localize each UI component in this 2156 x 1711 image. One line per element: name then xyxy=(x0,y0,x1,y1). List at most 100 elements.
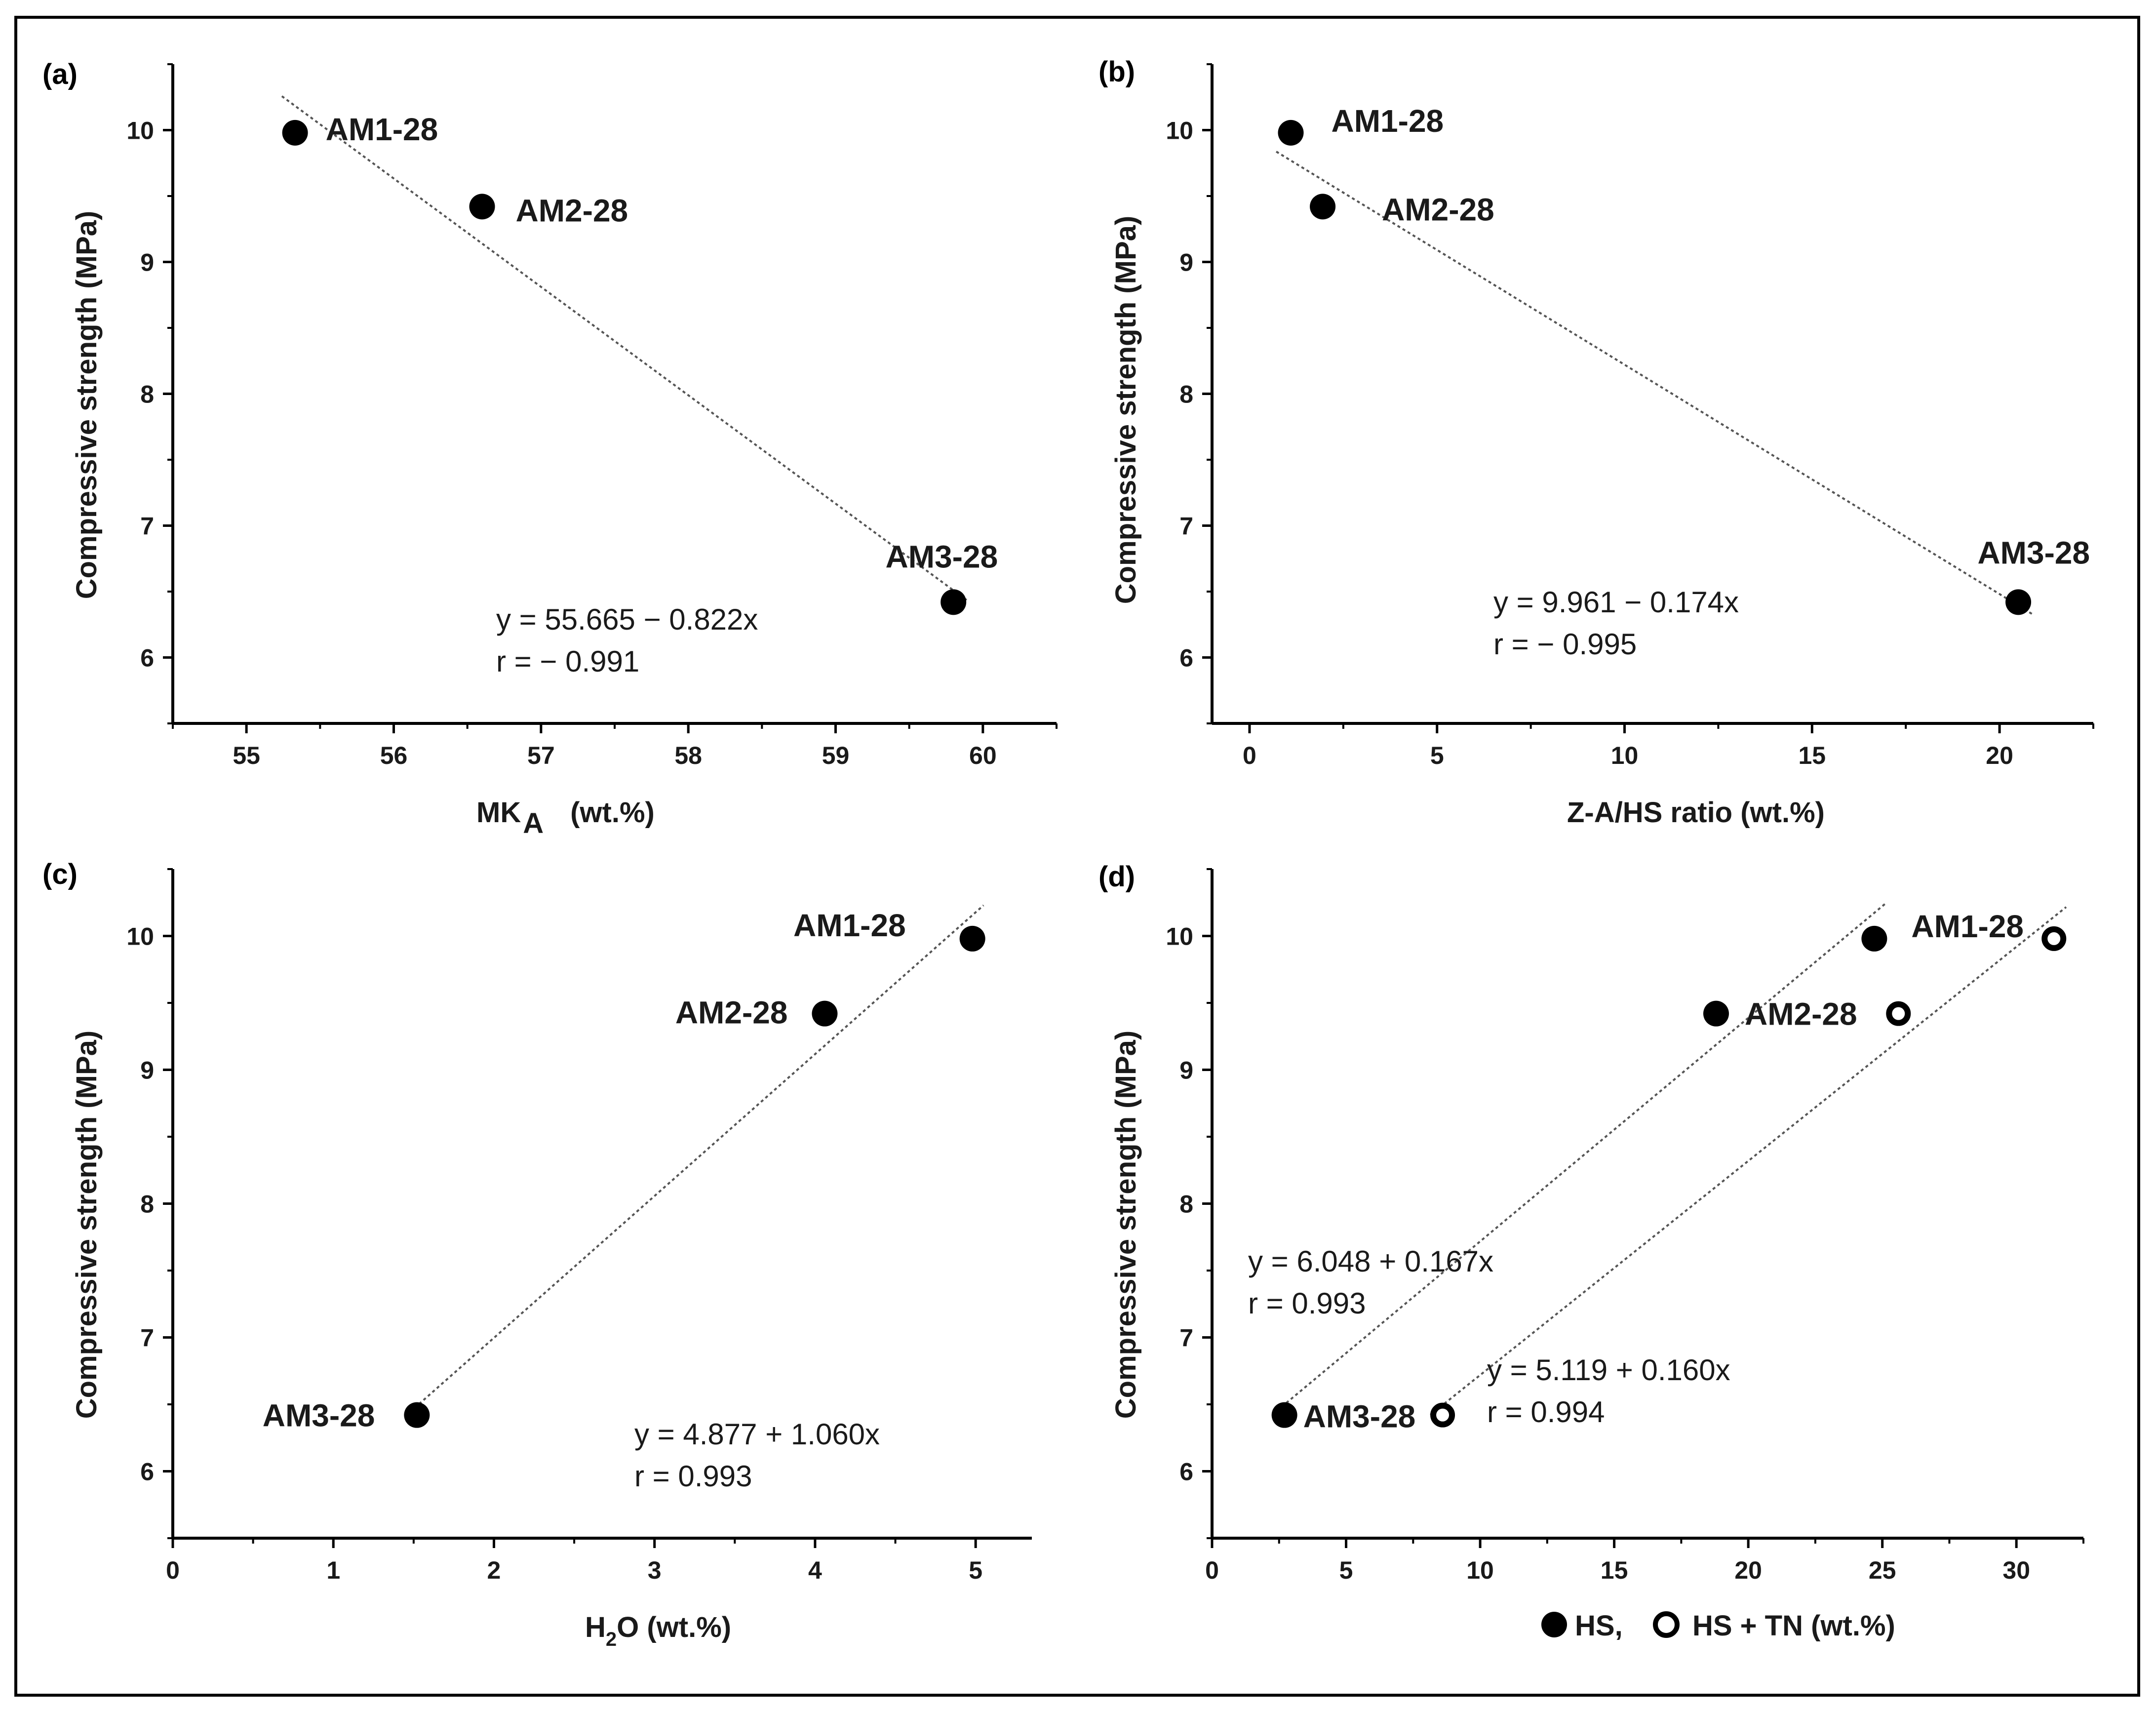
x-axis-title-a-sub: A xyxy=(523,807,544,839)
point-label: AM2-28 xyxy=(1382,192,1494,227)
y-tick-label: 8 xyxy=(1179,381,1193,408)
y-tick-label: 8 xyxy=(140,1191,154,1218)
y-tick-label: 7 xyxy=(140,1324,154,1352)
y-tick-label: 7 xyxy=(1179,513,1193,540)
x-tick-label: 1 xyxy=(326,1556,340,1584)
point-label: AM2-28 xyxy=(516,193,628,228)
x-axis-title-c-sub: 2 xyxy=(606,1629,617,1650)
panel-d: (d) 6 7 8 9 10 0 5 10 15 20 25 30 AM1-28 AM2-28 AM3-2… xyxy=(1098,861,2084,1642)
x-axis-title-c: H2O (wt.%) xyxy=(585,1611,731,1650)
fit-line xyxy=(1272,902,1887,1415)
panel-b-ticks: 6 7 8 9 10 0 5 10 15 20 xyxy=(1166,63,2094,769)
y-tick-label: 6 xyxy=(140,644,154,672)
data-point xyxy=(1861,925,1887,952)
y-tick-label: 9 xyxy=(1179,249,1193,277)
point-label: AM2-28 xyxy=(1745,996,1857,1032)
legend-marker-hs xyxy=(1541,1612,1567,1637)
y-axis-title-a: Compressive strength (MPa) xyxy=(71,211,103,599)
y-tick-label: 7 xyxy=(1179,1324,1193,1352)
point-label: AM1-28 xyxy=(793,908,906,943)
x-tick-label: 59 xyxy=(822,742,850,769)
legend-label-hs: HS, xyxy=(1575,1610,1623,1642)
point-label: AM1-28 xyxy=(1911,909,2024,944)
panel-label-a: (a) xyxy=(42,58,78,90)
x-axis-title-c-tail: O (wt.%) xyxy=(617,1611,731,1643)
panel-c-ticks: 6 7 8 9 10 0 1 2 3 4 5 xyxy=(126,868,1032,1584)
fit-correlation: r = 0.993 xyxy=(1248,1287,1366,1320)
x-tick-label: 5 xyxy=(969,1556,982,1584)
panel-b-annotations: y = 9.961 − 0.174x r = − 0.995 xyxy=(1493,586,1739,661)
data-point xyxy=(1278,119,1304,146)
y-tick-label: 10 xyxy=(1166,923,1193,951)
x-tick-label: 25 xyxy=(1869,1556,1896,1584)
fit-line xyxy=(1430,906,2067,1416)
y-tick-label: 8 xyxy=(1179,1191,1193,1218)
x-axis-title-b: Z-A/HS ratio (wt.%) xyxy=(1567,796,1825,829)
panel-a: (a) 6 7 8 9 10 55 56 57 58 59 60 AM1-28 AM2-28 AM3-2… xyxy=(42,58,1058,839)
y-tick-label: 7 xyxy=(140,513,154,540)
panel-a-ticks: 6 7 8 9 10 55 56 57 58 59 60 xyxy=(126,63,1058,769)
panel-a-points: AM1-28 AM2-28 AM3-28 xyxy=(282,112,998,615)
x-axis-title-a-tail: (wt.%) xyxy=(570,796,655,829)
fit-equation: y = 55.665 − 0.822x xyxy=(496,603,758,636)
data-point-open xyxy=(1430,1402,1455,1428)
panel-c-annotations: y = 4.877 + 1.060x r = 0.993 xyxy=(634,1418,880,1493)
data-point-open xyxy=(2041,926,2067,951)
panel-c: (c) 6 7 8 9 10 0 1 2 3 4 5 AM1-28 AM2-28 AM3-28 y = … xyxy=(42,858,1032,1650)
y-axis-title-b: Compressive strength (MPa) xyxy=(1110,216,1142,604)
panel-d-ticks: 6 7 8 9 10 0 5 10 15 20 25 30 xyxy=(1166,868,2084,1584)
y-axis-title-c: Compressive strength (MPa) xyxy=(71,1031,103,1419)
x-axis-title-a-main: MK xyxy=(476,796,521,829)
fit-correlation: r = − 0.995 xyxy=(1493,628,1637,661)
y-tick-label: 9 xyxy=(140,1057,154,1084)
y-tick-label: 10 xyxy=(126,923,154,951)
panel-b: (b) 6 7 8 9 10 0 5 10 15 20 AM1-28 AM2-28 AM3-28 y … xyxy=(1098,56,2094,829)
panel-label-d: (d) xyxy=(1098,861,1135,893)
legend-label-hs-tn: HS + TN (wt.%) xyxy=(1692,1610,1895,1642)
fit-correlation: r = 0.994 xyxy=(1487,1395,1605,1429)
fit-correlation: r = − 0.991 xyxy=(496,645,639,678)
y-tick-label: 8 xyxy=(140,381,154,408)
x-tick-label: 4 xyxy=(808,1556,822,1584)
fit-line xyxy=(405,904,984,1417)
x-tick-label: 0 xyxy=(1243,742,1256,769)
panel-a-annotations: y = 55.665 − 0.822x r = − 0.991 xyxy=(496,603,758,678)
y-tick-label: 6 xyxy=(1179,644,1193,672)
figure-frame xyxy=(14,16,2140,1697)
data-point-open xyxy=(1886,1001,1911,1026)
point-label: AM3-28 xyxy=(1977,535,2090,570)
panel-d-fit-lines xyxy=(1272,902,2067,1416)
panel-label-c: (c) xyxy=(42,858,78,890)
x-tick-label: 3 xyxy=(648,1556,662,1584)
data-point xyxy=(469,194,495,220)
x-axis-title-a: MKA (wt.%) xyxy=(476,796,655,839)
x-tick-label: 58 xyxy=(674,742,702,769)
x-tick-label: 2 xyxy=(487,1556,501,1584)
y-tick-label: 6 xyxy=(1179,1458,1193,1486)
x-tick-label: 60 xyxy=(969,742,997,769)
x-tick-label: 20 xyxy=(1734,1556,1762,1584)
x-tick-label: 56 xyxy=(380,742,408,769)
data-point xyxy=(1310,194,1336,220)
x-tick-label: 30 xyxy=(2002,1556,2030,1584)
x-tick-label: 10 xyxy=(1611,742,1639,769)
y-tick-label: 9 xyxy=(1179,1057,1193,1084)
panel-b-points: AM1-28 AM2-28 AM3-28 xyxy=(1278,103,2090,615)
panel-d-annotations: y = 6.048 + 0.167x r = 0.993 y = 5.119 + 0… xyxy=(1248,1245,1730,1429)
x-tick-label: 0 xyxy=(1205,1556,1219,1584)
y-tick-label: 10 xyxy=(126,117,154,145)
legend: HS, HS + TN (wt.%) xyxy=(1541,1610,1895,1642)
point-label: AM3-28 xyxy=(263,1398,375,1433)
x-tick-label: 0 xyxy=(166,1556,180,1584)
point-label: AM3-28 xyxy=(886,539,998,574)
y-tick-label: 10 xyxy=(1166,117,1193,145)
x-tick-label: 5 xyxy=(1430,742,1444,769)
panel-d-points: AM1-28 AM2-28 AM3-28 xyxy=(1271,909,2067,1434)
data-point xyxy=(282,119,308,146)
data-point xyxy=(941,589,967,615)
x-tick-label: 15 xyxy=(1601,1556,1628,1584)
fit-equation: y = 4.877 + 1.060x xyxy=(634,1418,880,1451)
panel-c-fit-lines xyxy=(405,904,984,1417)
x-tick-label: 57 xyxy=(527,742,555,769)
